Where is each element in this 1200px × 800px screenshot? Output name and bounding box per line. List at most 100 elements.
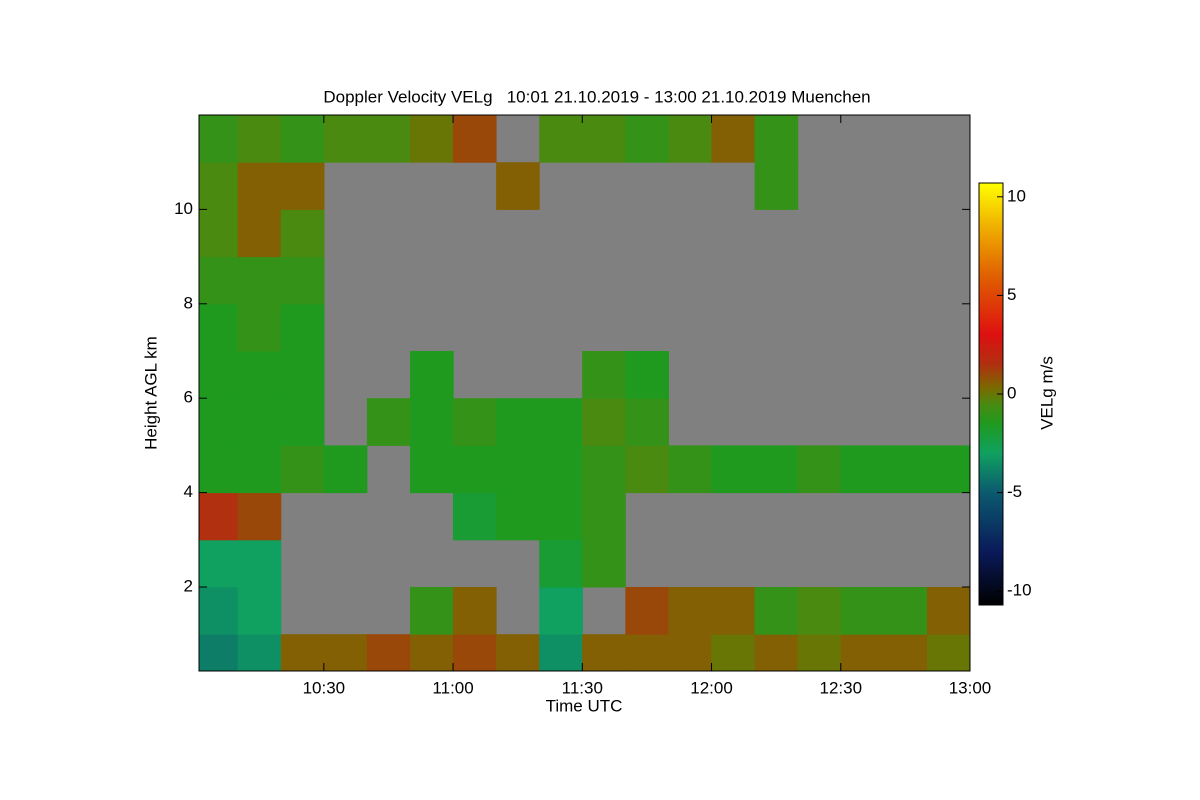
heatmap-cell (199, 634, 239, 671)
heatmap-cell (199, 539, 239, 588)
heatmap-cell (452, 492, 497, 541)
chart-title: Doppler Velocity VELg 10:01 21.10.2019 -… (323, 87, 870, 106)
heatmap-cell (496, 634, 540, 671)
heatmap-cell (323, 445, 368, 494)
heatmap-cell (323, 634, 368, 671)
heatmap-cell (366, 398, 411, 446)
heatmap-cell (711, 445, 756, 494)
heatmap-cell (797, 634, 842, 671)
colorbar-tick-label: 10 (1007, 186, 1026, 205)
heatmap-cell (366, 115, 411, 163)
heatmap-cell (496, 398, 540, 446)
colorbar-tick-label: -5 (1007, 482, 1022, 501)
heatmap-cell (539, 634, 583, 671)
heatmap-cell (496, 492, 540, 541)
heatmap-cell (199, 492, 239, 541)
heatmap-cell (199, 256, 239, 305)
heatmap-cell (539, 445, 583, 494)
heatmap-cell (797, 445, 842, 494)
heatmap-cell (452, 586, 497, 635)
heatmap-cell (199, 586, 239, 635)
heatmap-cell (199, 398, 239, 446)
heatmap-cell (539, 492, 583, 541)
heatmap-cell (237, 445, 282, 494)
heatmap-cell (280, 115, 325, 163)
x-tick-label: 10:30 (303, 678, 346, 697)
heatmap-cell (582, 539, 626, 588)
heatmap-cell (668, 586, 713, 635)
heatmap-cell (539, 586, 583, 635)
heatmap-cell (410, 398, 454, 446)
heatmap-cell (280, 350, 325, 399)
heatmap-cell (280, 303, 325, 352)
heatmap-cell (496, 445, 540, 494)
heatmap-cell (754, 634, 799, 671)
heatmap-cell (237, 350, 282, 399)
heatmap-cell (237, 303, 282, 352)
heatmap-cell (199, 162, 239, 210)
heatmap-cell (280, 162, 325, 210)
heatmap-cell (582, 350, 626, 399)
heatmap-cell (410, 115, 454, 163)
y-tick-label: 8 (184, 293, 193, 312)
heatmap-cell (625, 634, 670, 671)
heatmap-cell (237, 539, 282, 588)
heatmap-cell (237, 634, 282, 671)
heatmap-cell (754, 586, 799, 635)
heatmap-cell (539, 539, 583, 588)
heatmap-cell (840, 445, 885, 494)
heatmap-cell (237, 586, 282, 635)
heatmap-cell (280, 398, 325, 446)
heatmap-cell (410, 445, 454, 494)
y-tick-label: 4 (184, 482, 193, 501)
heatmap-cell (410, 634, 454, 671)
heatmap-cell (582, 492, 626, 541)
heatmap-cell (582, 445, 626, 494)
heatmap-cell (625, 350, 670, 399)
heatmap-cell (237, 115, 282, 163)
heatmap-cell (539, 398, 583, 446)
heatmap-cell (199, 209, 239, 258)
heatmap-cell (840, 586, 885, 635)
x-axis-label: Time UTC (546, 696, 623, 715)
heatmap-cell (711, 115, 756, 163)
heatmap-cell (237, 162, 282, 210)
heatmap-cell (582, 634, 626, 671)
heatmap-cell (452, 445, 497, 494)
heatmap-cell (668, 445, 713, 494)
x-tick-label: 12:00 (690, 678, 733, 697)
y-tick-label: 2 (184, 576, 193, 595)
x-tick-label: 11:30 (562, 678, 603, 697)
heatmap-cell (797, 586, 842, 635)
plot-frame (198, 114, 971, 672)
heatmap-cell (280, 445, 325, 494)
x-tick-label: 13:00 (949, 678, 992, 697)
heatmap-cell (237, 398, 282, 446)
heatmap-cell (668, 634, 713, 671)
y-axis-label: Height AGL km (141, 336, 160, 450)
heatmap-cell (199, 115, 239, 163)
heatmap-cell (711, 634, 756, 671)
heatmap-cell (582, 398, 626, 446)
heatmap-cell (280, 634, 325, 671)
heatmap-cell (754, 115, 799, 163)
heatmap-cell (280, 256, 325, 305)
heatmap-cell (582, 115, 626, 163)
heatmap-cell (668, 115, 713, 163)
heatmap-cell (237, 492, 282, 541)
heatmap-cell (237, 256, 282, 305)
colorbar-tick-label: -10 (1007, 581, 1032, 600)
y-tick-label: 10 (174, 199, 193, 218)
colorbar-label: VELg m/s (1037, 356, 1056, 430)
heatmap-cell (840, 634, 885, 671)
heatmap-cell (625, 445, 670, 494)
heatmap-cell (199, 303, 239, 352)
heatmap (199, 115, 970, 671)
heatmap-cell (926, 586, 970, 635)
heatmap-cell (711, 586, 756, 635)
heatmap-cell (199, 445, 239, 494)
heatmap-cell (883, 586, 928, 635)
heatmap-cell (323, 115, 368, 163)
heatmap-cell (237, 209, 282, 258)
heatmap-cell (754, 162, 799, 210)
